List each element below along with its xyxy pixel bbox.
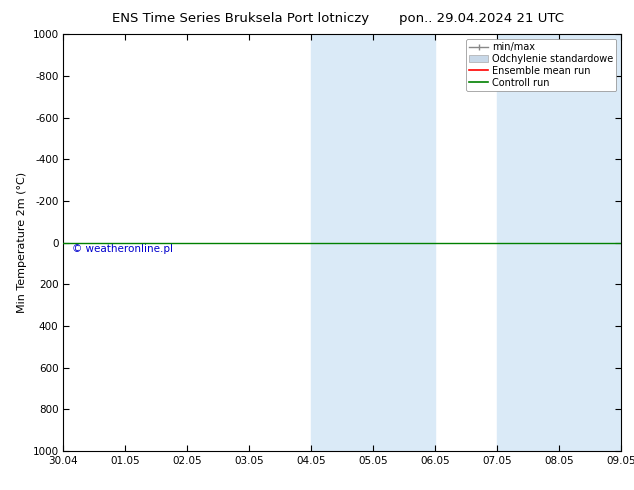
Bar [497, 34, 621, 451]
Text: ENS Time Series Bruksela Port lotniczy: ENS Time Series Bruksela Port lotniczy [112, 12, 370, 25]
Text: pon.. 29.04.2024 21 UTC: pon.. 29.04.2024 21 UTC [399, 12, 564, 25]
Legend: min/max, Odchylenie standardowe, Ensemble mean run, Controll run: min/max, Odchylenie standardowe, Ensembl… [466, 39, 616, 91]
Text: © weatheronline.pl: © weatheronline.pl [72, 244, 173, 254]
Y-axis label: Min Temperature 2m (°C): Min Temperature 2m (°C) [17, 172, 27, 313]
Bar [311, 34, 436, 451]
